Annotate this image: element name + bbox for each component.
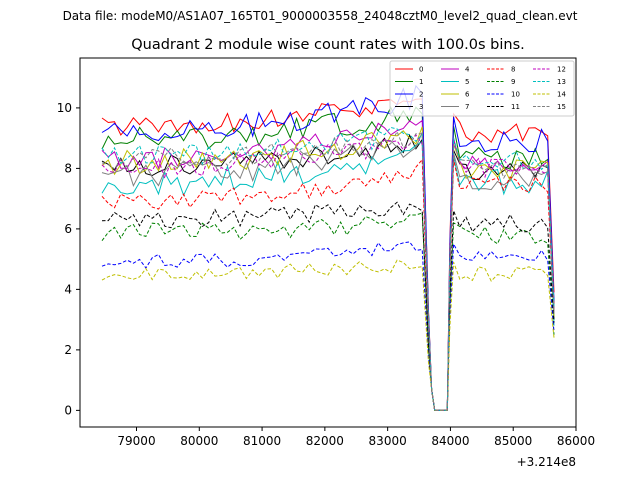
legend-label-5: 5 — [465, 78, 469, 86]
series-line-6 — [101, 126, 555, 411]
legend-label-1: 1 — [419, 78, 423, 86]
x-tick-label: 82000 — [306, 434, 344, 448]
legend-label-14: 14 — [557, 91, 566, 99]
legend-label-2: 2 — [419, 91, 423, 99]
x-tick-label: 79000 — [117, 434, 155, 448]
legend-label-4: 4 — [465, 66, 470, 74]
chart-suptitle: Data file: modeM0/AS1A07_165T01_90000035… — [63, 9, 578, 23]
legend-label-3: 3 — [419, 103, 423, 111]
series-line-5 — [101, 141, 555, 411]
series-line-14 — [101, 259, 555, 411]
legend-label-13: 13 — [557, 78, 566, 86]
y-tick-label: 6 — [64, 222, 72, 236]
legend-label-7: 7 — [465, 103, 469, 111]
y-tick-label: 0 — [64, 403, 72, 417]
series-line-12 — [101, 134, 555, 411]
legend-label-8: 8 — [511, 66, 515, 74]
y-tick-label: 4 — [64, 282, 72, 296]
legend-label-15: 15 — [557, 103, 566, 111]
series-line-9 — [101, 212, 555, 411]
x-tick-label: 85000 — [494, 434, 532, 448]
x-offset-label: +3.214e8 — [517, 455, 576, 469]
plot-frame — [79, 57, 577, 428]
y-tick-label: 10 — [57, 101, 72, 115]
legend-box — [389, 60, 575, 117]
chart-title: Quadrant 2 module wise count rates with … — [131, 37, 525, 53]
x-tick-label: 83000 — [369, 434, 407, 448]
x-tick-label: 81000 — [243, 434, 281, 448]
series-line-0 — [101, 98, 555, 411]
series-line-11 — [101, 201, 555, 411]
legend-label-0: 0 — [419, 66, 423, 74]
legend-label-6: 6 — [465, 91, 470, 99]
legend-label-12: 12 — [557, 66, 566, 74]
series-line-1 — [101, 106, 555, 411]
x-tick-label: 80000 — [180, 434, 218, 448]
x-axis: 79000 80000 81000 82000 83000 84000 85000 86000 — [117, 427, 595, 448]
series-line-2 — [101, 84, 555, 411]
y-tick-label: 2 — [64, 343, 72, 357]
series-line-15 — [101, 130, 555, 411]
plot-lines — [101, 84, 555, 411]
x-tick-label: 86000 — [557, 434, 595, 448]
y-tick-label: 8 — [64, 161, 72, 175]
series-line-10 — [101, 241, 555, 411]
legend-label-9: 9 — [511, 78, 515, 86]
legend-label-11: 11 — [511, 103, 520, 111]
y-axis: 0 2 4 6 8 10 — [57, 101, 80, 417]
series-line-7 — [101, 132, 555, 411]
x-tick-label: 84000 — [431, 434, 469, 448]
legend-label-10: 10 — [511, 91, 520, 99]
